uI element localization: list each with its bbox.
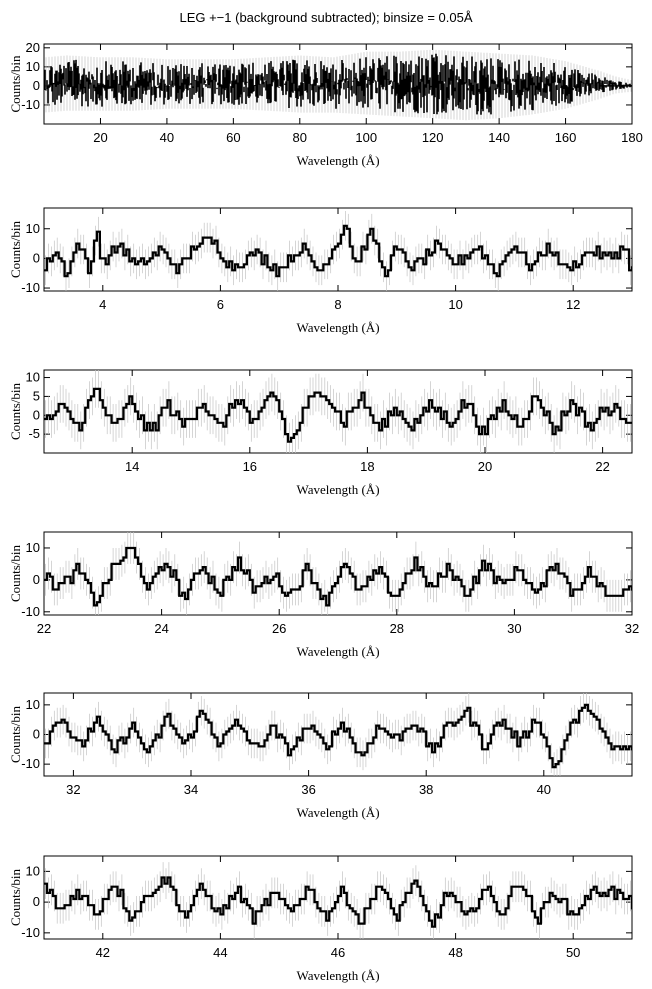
- x-tick-label-3: 22: [595, 459, 609, 474]
- spectrum-series-3: [44, 370, 632, 453]
- x-tick-label-6: 44: [213, 945, 227, 960]
- y-tick-label-1: -10: [21, 97, 40, 112]
- step-histogram-5: [44, 703, 632, 769]
- x-tick-label-2: 10: [448, 297, 462, 312]
- x-tick-label-2: 4: [99, 297, 106, 312]
- y-tick-label-4: -10: [21, 604, 40, 619]
- y-axis-title-5: Counts/bin: [8, 705, 23, 763]
- x-tick-label-3: 18: [360, 459, 374, 474]
- y-tick-label-3: 0: [33, 407, 40, 422]
- x-tick-label-5: 38: [419, 782, 433, 797]
- x-tick-label-1: 40: [160, 130, 174, 145]
- error-bars-5: [45, 693, 631, 776]
- x-axis-title-4: Wavelength (Å): [296, 644, 379, 659]
- step-histogram-2: [44, 224, 632, 278]
- spectrum-series-4: [44, 532, 632, 615]
- y-tick-label-1: 0: [33, 78, 40, 93]
- x-tick-label-1: 120: [422, 130, 444, 145]
- x-tick-label-4: 26: [272, 621, 286, 636]
- x-tick-label-1: 180: [621, 130, 643, 145]
- x-tick-label-4: 32: [625, 621, 639, 636]
- x-tick-label-4: 22: [37, 621, 51, 636]
- x-tick-label-5: 40: [537, 782, 551, 797]
- x-tick-label-5: 36: [301, 782, 315, 797]
- y-axis-title-4: Counts/bin: [8, 544, 23, 602]
- spectrum-series-2: [44, 211, 632, 291]
- x-tick-label-6: 48: [448, 945, 462, 960]
- x-tick-label-6: 50: [566, 945, 580, 960]
- y-axis-title-6: Counts/bin: [8, 868, 23, 926]
- spectrum-envelope-1: [44, 53, 632, 115]
- x-tick-label-6: 46: [331, 945, 345, 960]
- x-tick-label-3: 14: [125, 459, 139, 474]
- y-axis-title-2: Counts/bin: [8, 220, 23, 278]
- figure-title: LEG +−1 (background subtracted); binsize…: [179, 10, 473, 25]
- error-bars-2: [45, 211, 631, 291]
- y-tick-label-3: 10: [26, 370, 40, 385]
- x-axis-title-1: Wavelength (Å): [296, 153, 379, 168]
- x-tick-label-4: 24: [154, 621, 168, 636]
- y-axis-title-3: Counts/bin: [8, 382, 23, 440]
- x-tick-label-1: 140: [488, 130, 510, 145]
- y-tick-label-2: 10: [26, 221, 40, 236]
- x-axis-title-6: Wavelength (Å): [296, 968, 379, 983]
- x-axis-title-5: Wavelength (Å): [296, 805, 379, 820]
- spectrum-series-1: [44, 49, 632, 121]
- spectrum-series-6: [44, 862, 632, 939]
- y-axis-title-1: Counts/bin: [8, 55, 23, 113]
- y-tick-label-4: 0: [33, 572, 40, 587]
- y-tick-label-6: 0: [33, 894, 40, 909]
- plot-frame-1: [43, 43, 633, 125]
- x-tick-label-2: 8: [334, 297, 341, 312]
- y-tick-label-6: 10: [26, 863, 40, 878]
- x-tick-label-1: 20: [93, 130, 107, 145]
- y-tick-label-5: -10: [21, 756, 40, 771]
- x-tick-label-1: 100: [355, 130, 377, 145]
- x-tick-label-6: 42: [96, 945, 110, 960]
- step-histogram-4: [44, 546, 632, 607]
- plot-frame-4: [43, 531, 633, 616]
- spectrum-series-5: [44, 693, 632, 776]
- x-tick-label-2: 6: [217, 297, 224, 312]
- y-tick-label-1: 10: [26, 59, 40, 74]
- x-tick-label-3: 20: [478, 459, 492, 474]
- x-tick-label-1: 80: [293, 130, 307, 145]
- x-tick-label-1: 160: [555, 130, 577, 145]
- y-tick-label-6: -10: [21, 925, 40, 940]
- x-tick-label-2: 12: [566, 297, 580, 312]
- y-tick-label-2: -10: [21, 280, 40, 295]
- x-axis-title-2: Wavelength (Å): [296, 320, 379, 335]
- y-tick-label-1: 20: [26, 40, 40, 55]
- x-tick-label-4: 28: [390, 621, 404, 636]
- x-axis-title-3: Wavelength (Å): [296, 482, 379, 497]
- x-tick-label-5: 34: [184, 782, 198, 797]
- x-tick-label-3: 16: [243, 459, 257, 474]
- x-tick-label-5: 32: [66, 782, 80, 797]
- y-tick-label-2: 0: [33, 250, 40, 265]
- y-tick-label-3: -5: [28, 426, 40, 441]
- x-tick-label-4: 30: [507, 621, 521, 636]
- y-tick-label-4: 10: [26, 540, 40, 555]
- plot-frame-3: [43, 369, 633, 454]
- step-histogram-6: [44, 876, 632, 928]
- y-tick-label-5: 0: [33, 727, 40, 742]
- y-tick-label-5: 10: [26, 697, 40, 712]
- y-tick-label-3: 5: [33, 388, 40, 403]
- plot-frame-2: [43, 207, 633, 292]
- step-histogram-3: [44, 387, 632, 443]
- x-tick-label-1: 60: [226, 130, 240, 145]
